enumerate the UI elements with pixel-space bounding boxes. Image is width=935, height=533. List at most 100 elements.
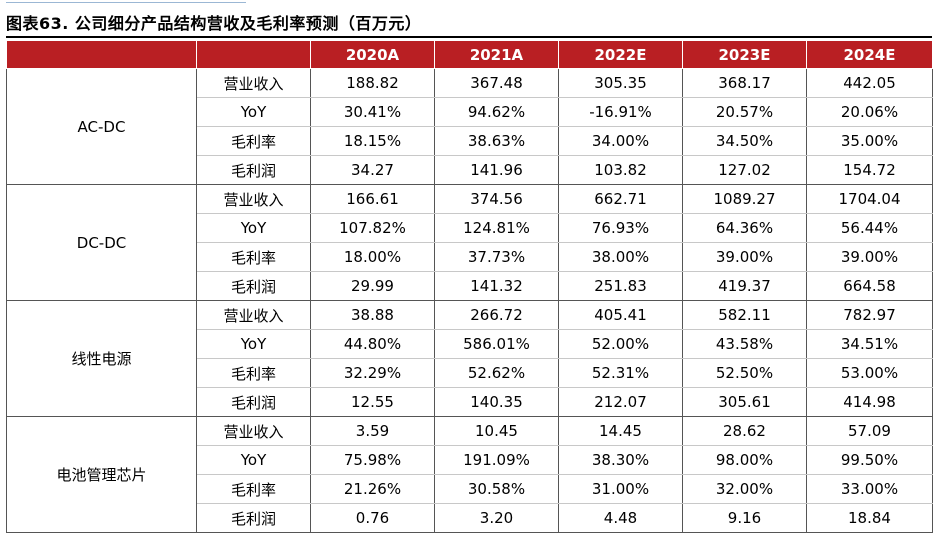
value-cell: 414.98 — [806, 387, 933, 417]
value-cell: 14.45 — [558, 416, 683, 446]
value-cell: 75.98% — [310, 445, 435, 475]
metric-label: 毛利润 — [196, 387, 311, 417]
value-cell: 21.26% — [310, 474, 435, 504]
value-cell: 442.05 — [806, 68, 933, 98]
value-cell: 368.17 — [682, 68, 807, 98]
value-cell: 419.37 — [682, 271, 807, 301]
value-cell: 664.58 — [806, 271, 933, 301]
metric-label: 营业收入 — [196, 300, 311, 330]
value-cell: -16.91% — [558, 97, 683, 127]
value-cell: 43.58% — [682, 329, 807, 359]
value-cell: 30.41% — [310, 97, 435, 127]
value-cell: 18.15% — [310, 126, 435, 156]
value-cell: 34.51% — [806, 329, 933, 359]
segment-name: 电池管理芯片 — [6, 416, 197, 533]
value-cell: 38.63% — [434, 126, 559, 156]
header-metric-cell — [196, 40, 311, 69]
value-cell: 35.00% — [806, 126, 933, 156]
table-row: YoY 75.98% 191.09% 38.30% 98.00% 99.50% — [7, 445, 933, 475]
header-year: 2020A — [310, 40, 435, 69]
metric-label: YoY — [196, 329, 311, 359]
figure-title: 图表63. 公司细分产品结构营收及毛利率预测（百万元） — [6, 14, 422, 33]
value-cell: 64.36% — [682, 213, 807, 243]
value-cell: 52.00% — [558, 329, 683, 359]
metric-label: 毛利率 — [196, 126, 311, 156]
value-cell: 32.29% — [310, 358, 435, 388]
value-cell: 782.97 — [806, 300, 933, 330]
table-row: DC-DC 营业收入 166.61 374.56 662.71 1089.27 1704.0… — [6, 184, 933, 301]
value-cell: 1704.04 — [806, 184, 933, 214]
value-cell: 305.35 — [558, 68, 683, 98]
header-segment-cell — [6, 40, 197, 69]
value-cell: 166.61 — [310, 184, 435, 214]
segment-name: AC-DC — [6, 68, 197, 185]
value-cell: 57.09 — [806, 416, 933, 446]
value-cell: 266.72 — [434, 300, 559, 330]
value-cell: 39.00% — [682, 242, 807, 272]
value-cell: 141.32 — [434, 271, 559, 301]
table-row: 毛利率 18.00% 37.73% 38.00% 39.00% 39.00% — [7, 242, 933, 272]
title-rule — [6, 36, 932, 38]
header-row: 2020A 2021A 2022E 2023E 2024E — [6, 40, 933, 69]
value-cell: 124.81% — [434, 213, 559, 243]
table-row: 毛利率 21.26% 30.58% 31.00% 32.00% 33.00% — [7, 474, 933, 504]
metric-label: 毛利润 — [196, 503, 311, 533]
table-row: YoY 44.80% 586.01% 52.00% 43.58% 34.51% — [7, 329, 933, 359]
value-cell: 37.73% — [434, 242, 559, 272]
value-cell: 127.02 — [682, 155, 807, 185]
value-cell: 34.27 — [310, 155, 435, 185]
value-cell: 76.93% — [558, 213, 683, 243]
value-cell: 107.82% — [310, 213, 435, 243]
value-cell: 405.41 — [558, 300, 683, 330]
value-cell: 38.88 — [310, 300, 435, 330]
value-cell: 3.59 — [310, 416, 435, 446]
value-cell: 10.45 — [434, 416, 559, 446]
value-cell: 191.09% — [434, 445, 559, 475]
metric-label: 毛利润 — [196, 271, 311, 301]
top-accent-line — [6, 2, 246, 3]
value-cell: 140.35 — [434, 387, 559, 417]
value-cell: 28.62 — [682, 416, 807, 446]
table-row: 毛利润 34.27 141.96 103.82 127.02 154.72 — [7, 155, 933, 185]
value-cell: 1089.27 — [682, 184, 807, 214]
value-cell: 3.20 — [434, 503, 559, 533]
value-cell: 251.83 — [558, 271, 683, 301]
value-cell: 44.80% — [310, 329, 435, 359]
value-cell: 38.00% — [558, 242, 683, 272]
value-cell: 20.57% — [682, 97, 807, 127]
value-cell: 374.56 — [434, 184, 559, 214]
value-cell: 34.50% — [682, 126, 807, 156]
value-cell: 52.50% — [682, 358, 807, 388]
header-year: 2022E — [558, 40, 683, 69]
header-year: 2023E — [682, 40, 807, 69]
value-cell: 4.48 — [558, 503, 683, 533]
value-cell: 188.82 — [310, 68, 435, 98]
value-cell: 212.07 — [558, 387, 683, 417]
metric-label: 毛利率 — [196, 358, 311, 388]
metric-label: 毛利率 — [196, 474, 311, 504]
value-cell: 141.96 — [434, 155, 559, 185]
value-cell: 582.11 — [682, 300, 807, 330]
value-cell: 367.48 — [434, 68, 559, 98]
value-cell: 9.16 — [682, 503, 807, 533]
table-row: AC-DC 营业收入 188.82 367.48 305.35 368.17 442.05 — [6, 68, 933, 185]
value-cell: 52.31% — [558, 358, 683, 388]
metric-label: YoY — [196, 445, 311, 475]
value-cell: 103.82 — [558, 155, 683, 185]
value-cell: 586.01% — [434, 329, 559, 359]
value-cell: 20.06% — [806, 97, 933, 127]
value-cell: 29.99 — [310, 271, 435, 301]
metric-label: YoY — [196, 213, 311, 243]
value-cell: 12.55 — [310, 387, 435, 417]
table-body: AC-DC 营业收入 188.82 367.48 305.35 368.17 442.05 Y… — [6, 68, 933, 533]
value-cell: 52.62% — [434, 358, 559, 388]
segment-name: 线性电源 — [6, 300, 197, 417]
table-row: 电池管理芯片 营业收入 3.59 10.45 14.45 28.62 57.09 — [6, 416, 933, 533]
value-cell: 31.00% — [558, 474, 683, 504]
value-cell: 0.76 — [310, 503, 435, 533]
value-cell: 38.30% — [558, 445, 683, 475]
metric-label: 营业收入 — [196, 184, 311, 214]
metric-label: 毛利润 — [196, 155, 311, 185]
table-row: 毛利率 32.29% 52.62% 52.31% 52.50% 53.00% — [7, 358, 933, 388]
table-row: YoY 30.41% 94.62% -16.91% 20.57% 20.06% — [7, 97, 933, 127]
